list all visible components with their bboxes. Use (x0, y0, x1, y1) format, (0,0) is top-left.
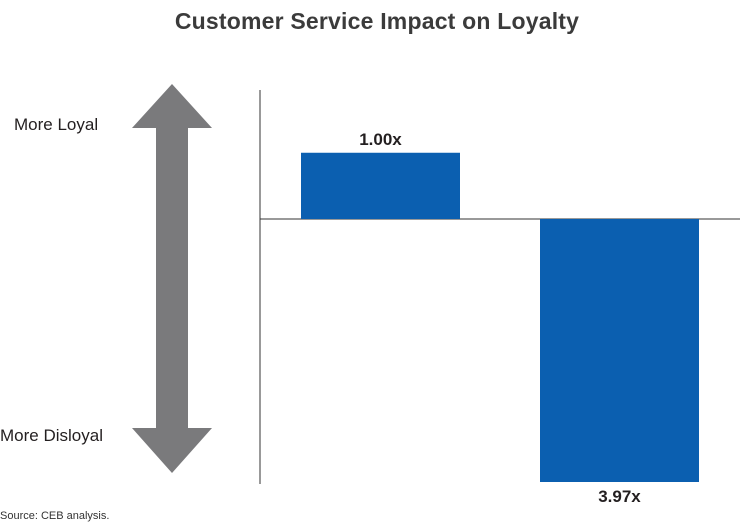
loyalty-double-arrow-icon (132, 84, 212, 473)
bar-label-loyal: 1.00x (359, 130, 402, 149)
bar-loyal (301, 152, 460, 219)
bar-disloyal (540, 219, 699, 482)
more-disloyal-label: More Disloyal (0, 426, 103, 445)
bar-label-disloyal: 3.97x (598, 487, 641, 506)
source-note: Source: CEB analysis. (0, 510, 110, 522)
arrow-shape (132, 84, 212, 473)
more-loyal-label: More Loyal (14, 115, 99, 134)
chart-title: Customer Service Impact on Loyalty (174, 8, 580, 34)
